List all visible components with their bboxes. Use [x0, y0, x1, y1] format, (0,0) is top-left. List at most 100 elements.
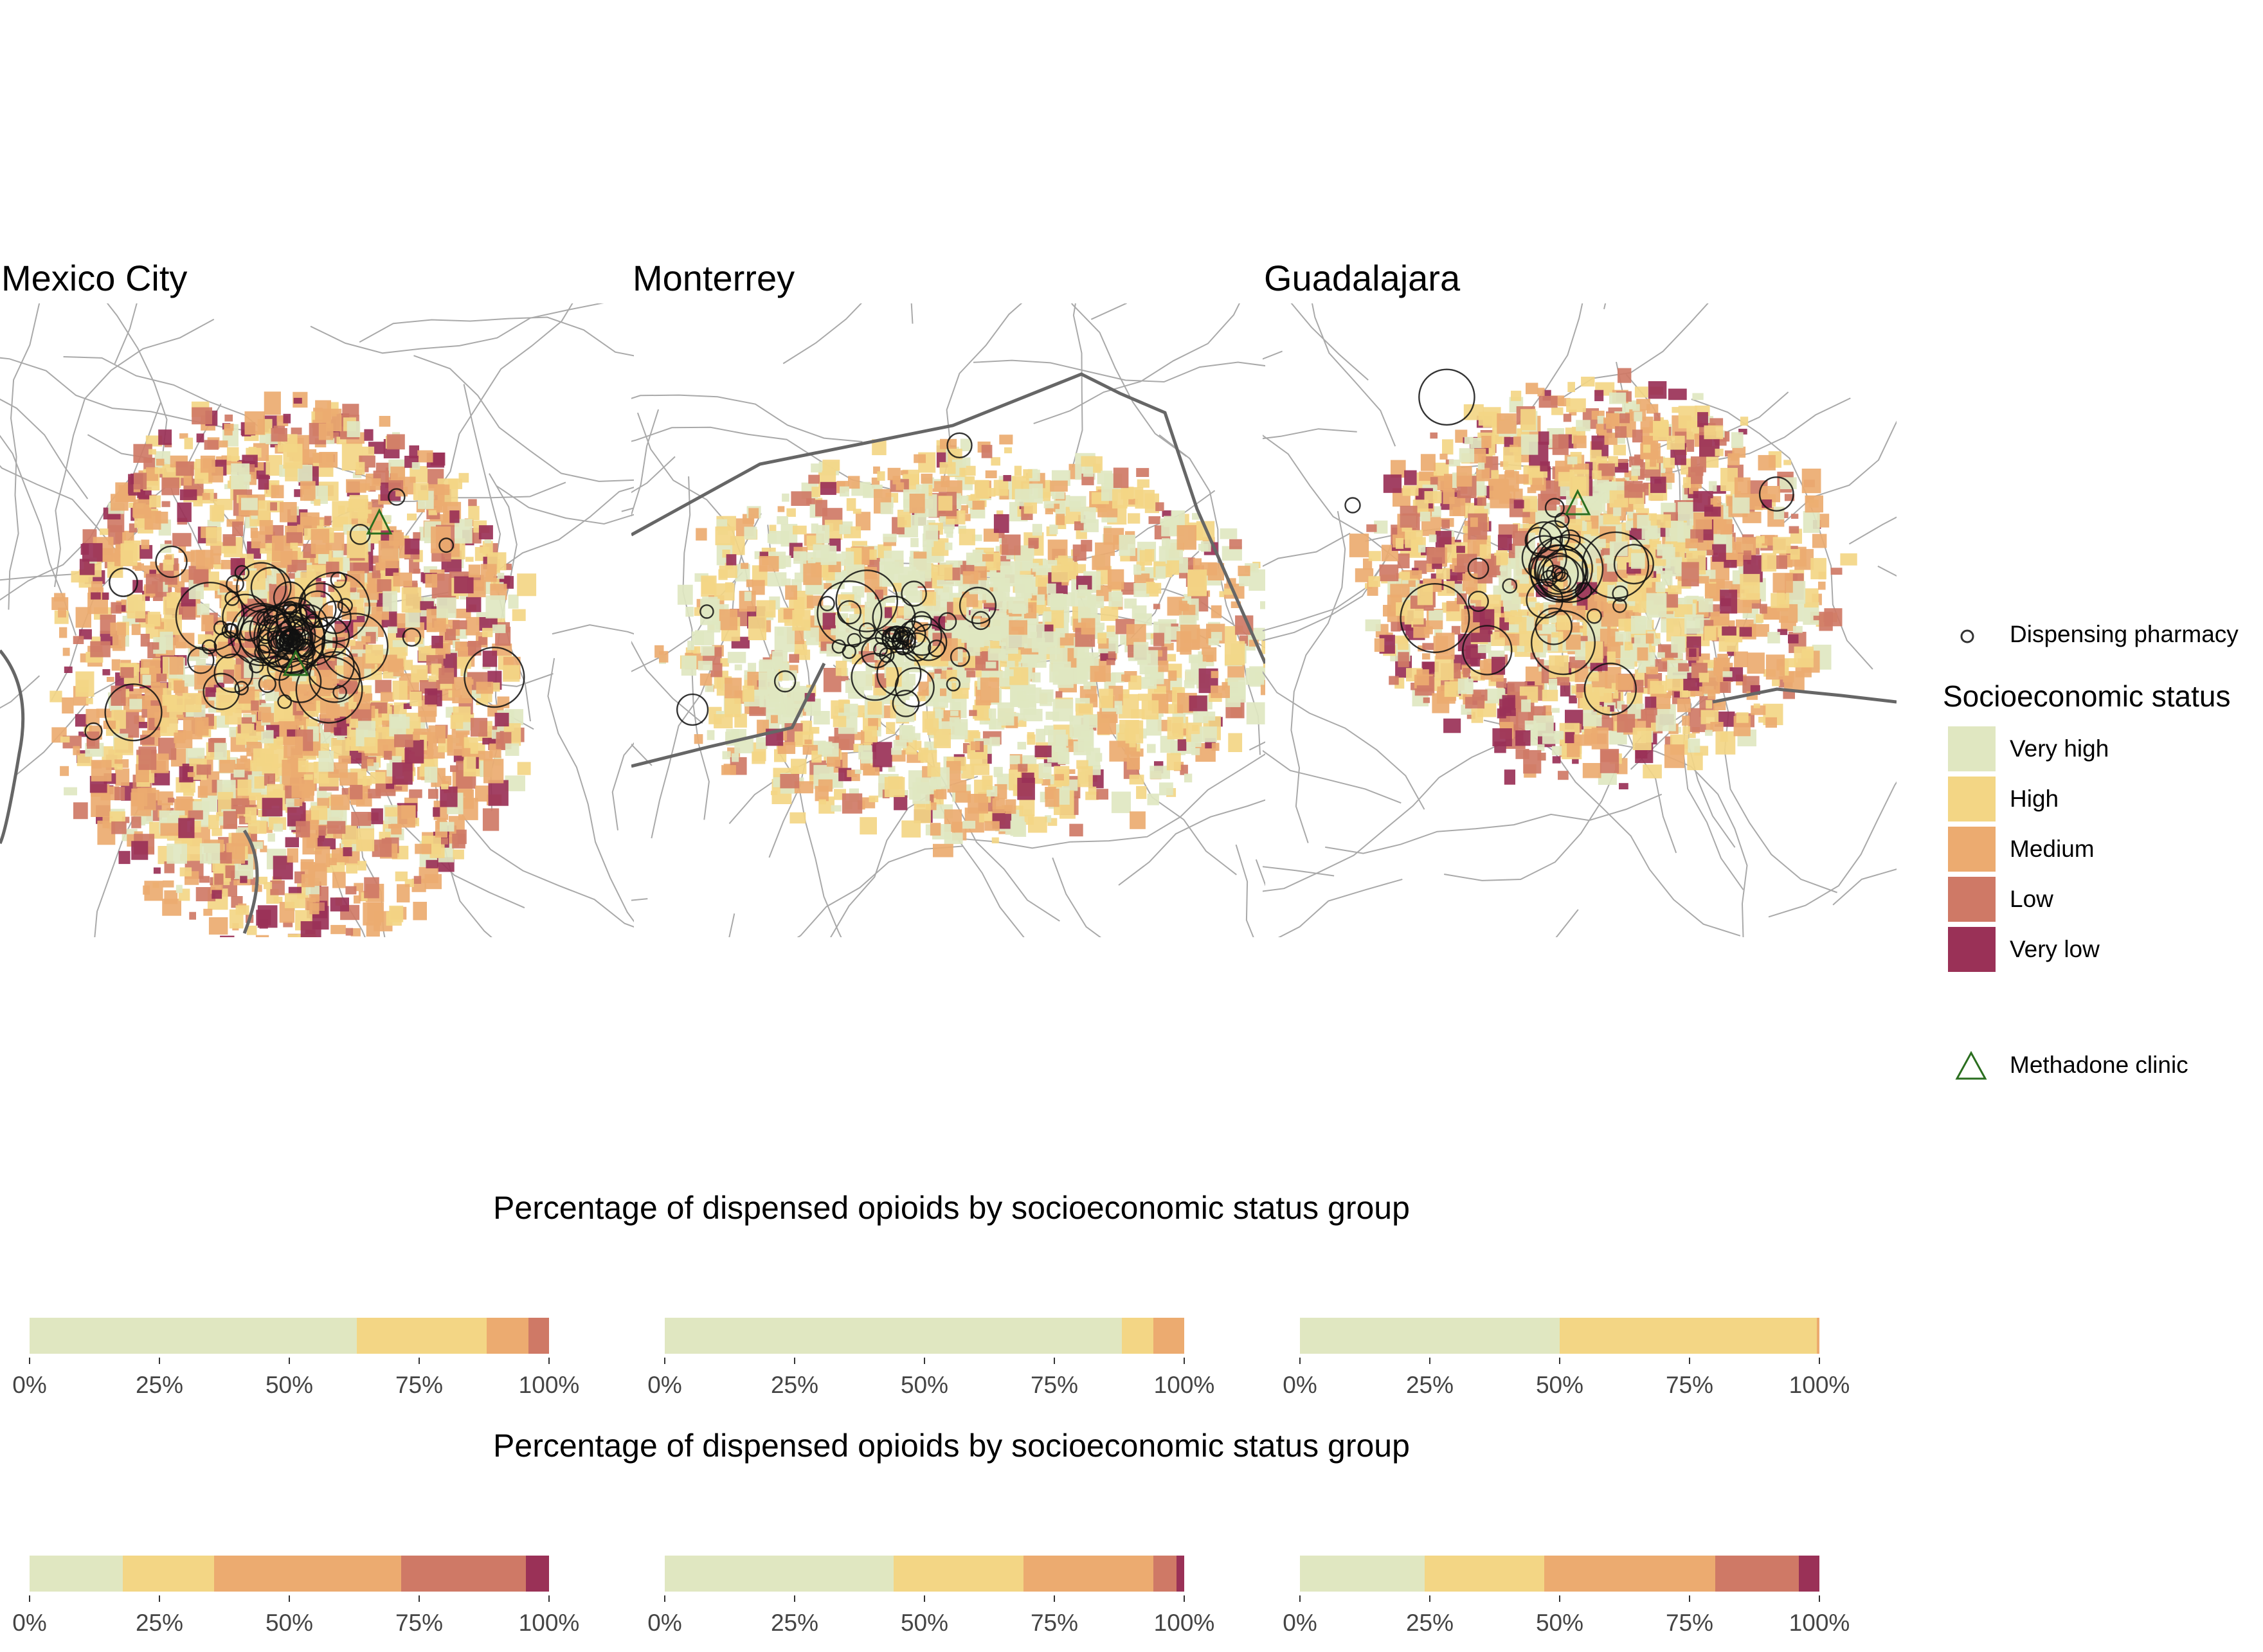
census-tract: [743, 686, 755, 702]
census-tract: [503, 665, 519, 682]
census-tract: [1112, 792, 1131, 813]
census-tract: [219, 440, 228, 447]
census-tract: [822, 460, 840, 471]
map-mexico-city[interactable]: [0, 303, 634, 937]
census-tract: [287, 848, 299, 863]
census-tract: [365, 737, 378, 753]
census-tract: [877, 471, 885, 481]
census-tract: [789, 654, 799, 663]
census-tract: [197, 764, 212, 775]
census-tract: [265, 692, 279, 701]
census-tract: [886, 722, 895, 734]
census-tract: [232, 521, 243, 536]
census-tract: [966, 670, 975, 678]
census-tract: [517, 573, 536, 596]
census-tract: [756, 600, 775, 618]
census-tract: [409, 789, 422, 798]
census-tract: [233, 769, 244, 777]
census-tract: [363, 776, 372, 786]
census-tract: [1212, 743, 1220, 751]
census-tract: [256, 935, 269, 937]
census-tract: [853, 509, 861, 514]
census-tract: [1594, 390, 1603, 401]
pharmacy-marker[interactable]: [677, 694, 708, 725]
census-tract: [1180, 604, 1189, 611]
census-tract: [112, 660, 120, 671]
census-tract: [483, 809, 499, 831]
census-tract: [945, 543, 953, 550]
road: [1263, 318, 1283, 386]
census-tract: [356, 462, 365, 475]
census-tract: [1073, 544, 1086, 561]
census-tract: [947, 780, 966, 793]
census-tract: [453, 620, 467, 629]
census-tract: [342, 404, 359, 416]
census-tract: [700, 674, 712, 686]
map-monterrey[interactable]: [631, 303, 1265, 937]
census-tract: [769, 531, 789, 544]
census-tract: [1454, 566, 1465, 572]
census-tract: [381, 692, 394, 702]
census-tract: [471, 718, 487, 737]
census-tract: [1090, 666, 1106, 682]
census-tract: [343, 847, 352, 856]
census-tract: [361, 636, 370, 643]
census-tract: [1016, 577, 1032, 598]
census-tract: [681, 656, 696, 676]
census-tract: [858, 745, 872, 759]
road: [414, 355, 635, 481]
census-tract: [1802, 469, 1821, 493]
census-tract: [304, 775, 313, 780]
census-tract: [1032, 563, 1039, 572]
census-tract: [1643, 764, 1662, 778]
census-tract: [968, 794, 988, 814]
census-tract: [162, 501, 170, 507]
census-tract: [489, 780, 509, 806]
census-tract: [300, 481, 316, 501]
census-tract: [1211, 686, 1230, 698]
census-tract: [249, 793, 261, 800]
census-tract: [1083, 470, 1094, 477]
census-tract: [174, 681, 185, 694]
census-tract: [73, 802, 88, 819]
census-tract: [748, 616, 766, 640]
census-tract: [1654, 413, 1660, 421]
census-tract: [1050, 481, 1068, 492]
road: [1849, 431, 1897, 544]
census-tract: [1189, 696, 1207, 711]
census-tract: [1004, 447, 1012, 453]
census-tract: [356, 829, 374, 852]
census-tract: [1028, 538, 1038, 548]
census-tract: [1041, 779, 1050, 786]
census-tract: [309, 894, 320, 902]
census-tract: [944, 527, 953, 534]
census-tract: [345, 886, 356, 895]
census-tract: [1081, 618, 1095, 635]
census-tract: [476, 682, 494, 694]
census-tract: [1790, 549, 1800, 559]
map-guadalajara[interactable]: [1263, 303, 1897, 937]
census-tracts: [50, 391, 536, 937]
census-tract: [1040, 692, 1052, 706]
census-tract: [156, 512, 168, 523]
census-tract: [685, 607, 694, 617]
census-tract: [415, 844, 431, 854]
census-tract: [1018, 742, 1027, 750]
census-tract: [294, 398, 302, 404]
census-tract: [1003, 475, 1011, 481]
census-tract: [114, 764, 123, 769]
census-tract: [971, 764, 989, 775]
census-tract: [1677, 699, 1691, 712]
census-tract: [795, 732, 813, 747]
census-tract: [251, 528, 258, 538]
census-tract: [141, 634, 150, 647]
census-tract: [180, 489, 197, 500]
census-tract: [921, 750, 937, 763]
census-tract: [1096, 789, 1108, 800]
census-tract: [1044, 501, 1054, 508]
census-tract: [314, 499, 320, 506]
census-tract: [200, 843, 220, 864]
census-tract: [771, 791, 778, 795]
census-tract: [160, 544, 171, 553]
census-tract: [264, 773, 275, 786]
